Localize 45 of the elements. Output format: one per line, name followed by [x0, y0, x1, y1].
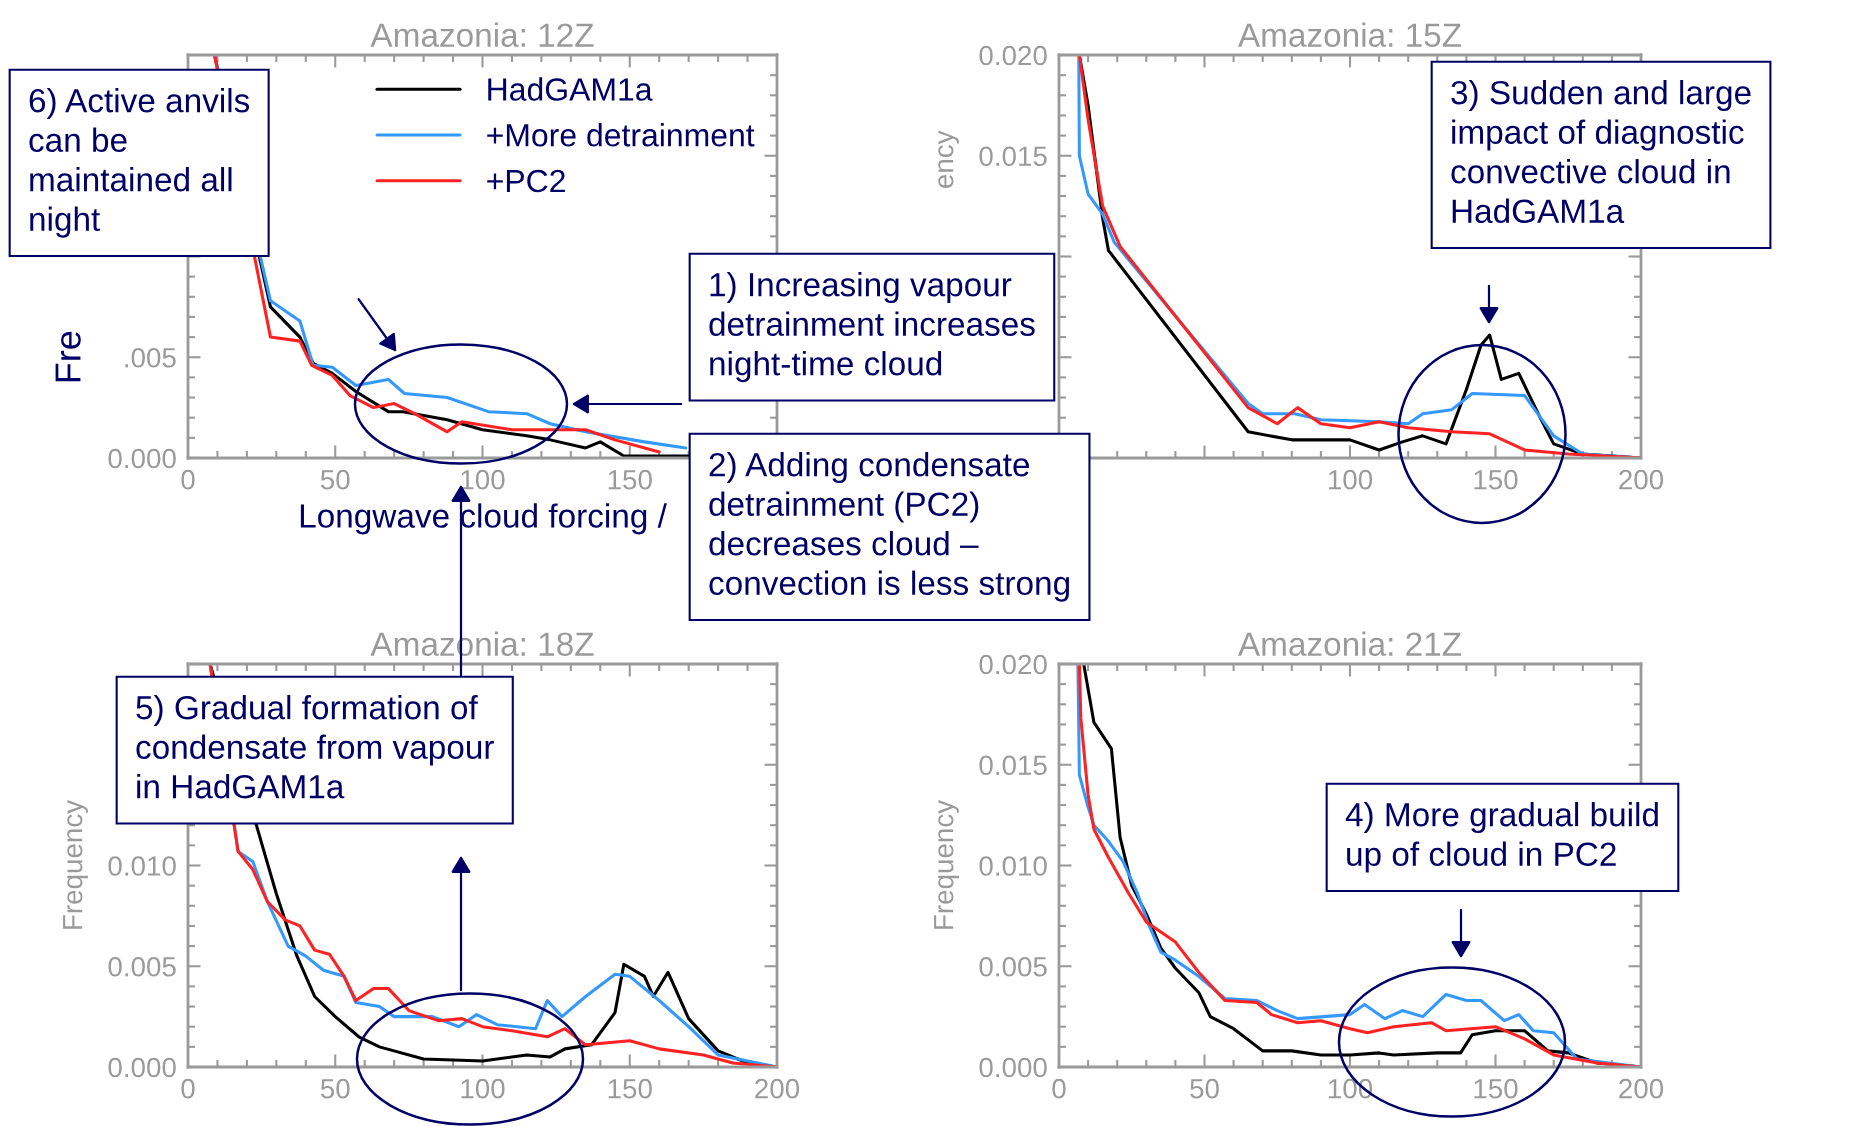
x-tick-label: 200 [1619, 469, 1664, 490]
annotation: 3) Sudden and large impact of diagnostic convective cloud in HadGAM1a [1451, 80, 1751, 224]
annotation: 6) Active anvils can be maintained all night [29, 88, 250, 238]
x-tick-label: 150 [608, 1078, 652, 1099]
annotation: 4) More gradual build up of cloud in PC2 [1345, 802, 1658, 873]
x-tick-label: 50 [320, 1078, 350, 1099]
y-axis-title: Frequency [934, 799, 959, 929]
x-tick-label: 100 [1328, 469, 1373, 490]
y-axis-title: Fre [55, 331, 81, 382]
chart-title: Amazonia: 15Z [1237, 22, 1462, 47]
y-tick-label: 0.010 [108, 856, 176, 876]
x-axis-title: Longwave cloud forcing / [300, 503, 667, 535]
x-tick-label: 150 [1474, 1078, 1518, 1099]
chart-title: Amazonia: 21Z [1237, 631, 1462, 656]
y-tick-label: 0.020 [979, 654, 1047, 675]
y-axis-title: Frequency [63, 799, 88, 929]
y-tick-label: 0.000 [108, 448, 176, 469]
annotation: 2) Adding condensate detrainment (PC2) decreases cloud – convection is less strong [709, 452, 1069, 602]
y-tick-label: 0.000 [979, 1057, 1047, 1078]
annotation: 1) Increasing vapour detrainment increases night-time cloud [709, 272, 1035, 383]
y-tick-label: .005 [125, 347, 176, 368]
x-tick-label: 200 [1619, 1078, 1664, 1099]
y-tick-label: 0.005 [979, 956, 1047, 977]
x-tick-label: 100 [461, 1078, 505, 1099]
y-tick-label: 0.020 [979, 45, 1047, 66]
legend-label: +PC2 [487, 169, 565, 193]
y-axis-title: ency [938, 130, 959, 188]
chart-title: Amazonia: 12Z [370, 22, 594, 47]
x-tick-label: 200 [755, 1078, 800, 1099]
y-tick-label: 0.005 [108, 956, 176, 977]
x-tick-label: 0 [181, 469, 195, 490]
x-tick-label: 150 [608, 469, 652, 490]
x-tick-label: 50 [320, 469, 350, 490]
annotation: 5) Gradual formation of condensate from vapour in HadGAM1a [136, 695, 494, 799]
legend-label: HadGAM1a [488, 77, 653, 101]
y-tick-label: 0.010 [979, 856, 1047, 876]
legend-label: +More detrainment [487, 123, 755, 147]
x-tick-label: 150 [1474, 469, 1518, 490]
y-tick-label: 0.015 [979, 755, 1047, 776]
x-tick-label: 50 [1190, 1078, 1219, 1099]
x-tick-label: 0 [1052, 1078, 1066, 1099]
x-tick-label: 100 [461, 469, 505, 490]
x-tick-label: 0 [181, 1078, 195, 1099]
y-tick-label: 0.015 [979, 146, 1047, 167]
y-tick-label: 0.000 [108, 1057, 176, 1078]
